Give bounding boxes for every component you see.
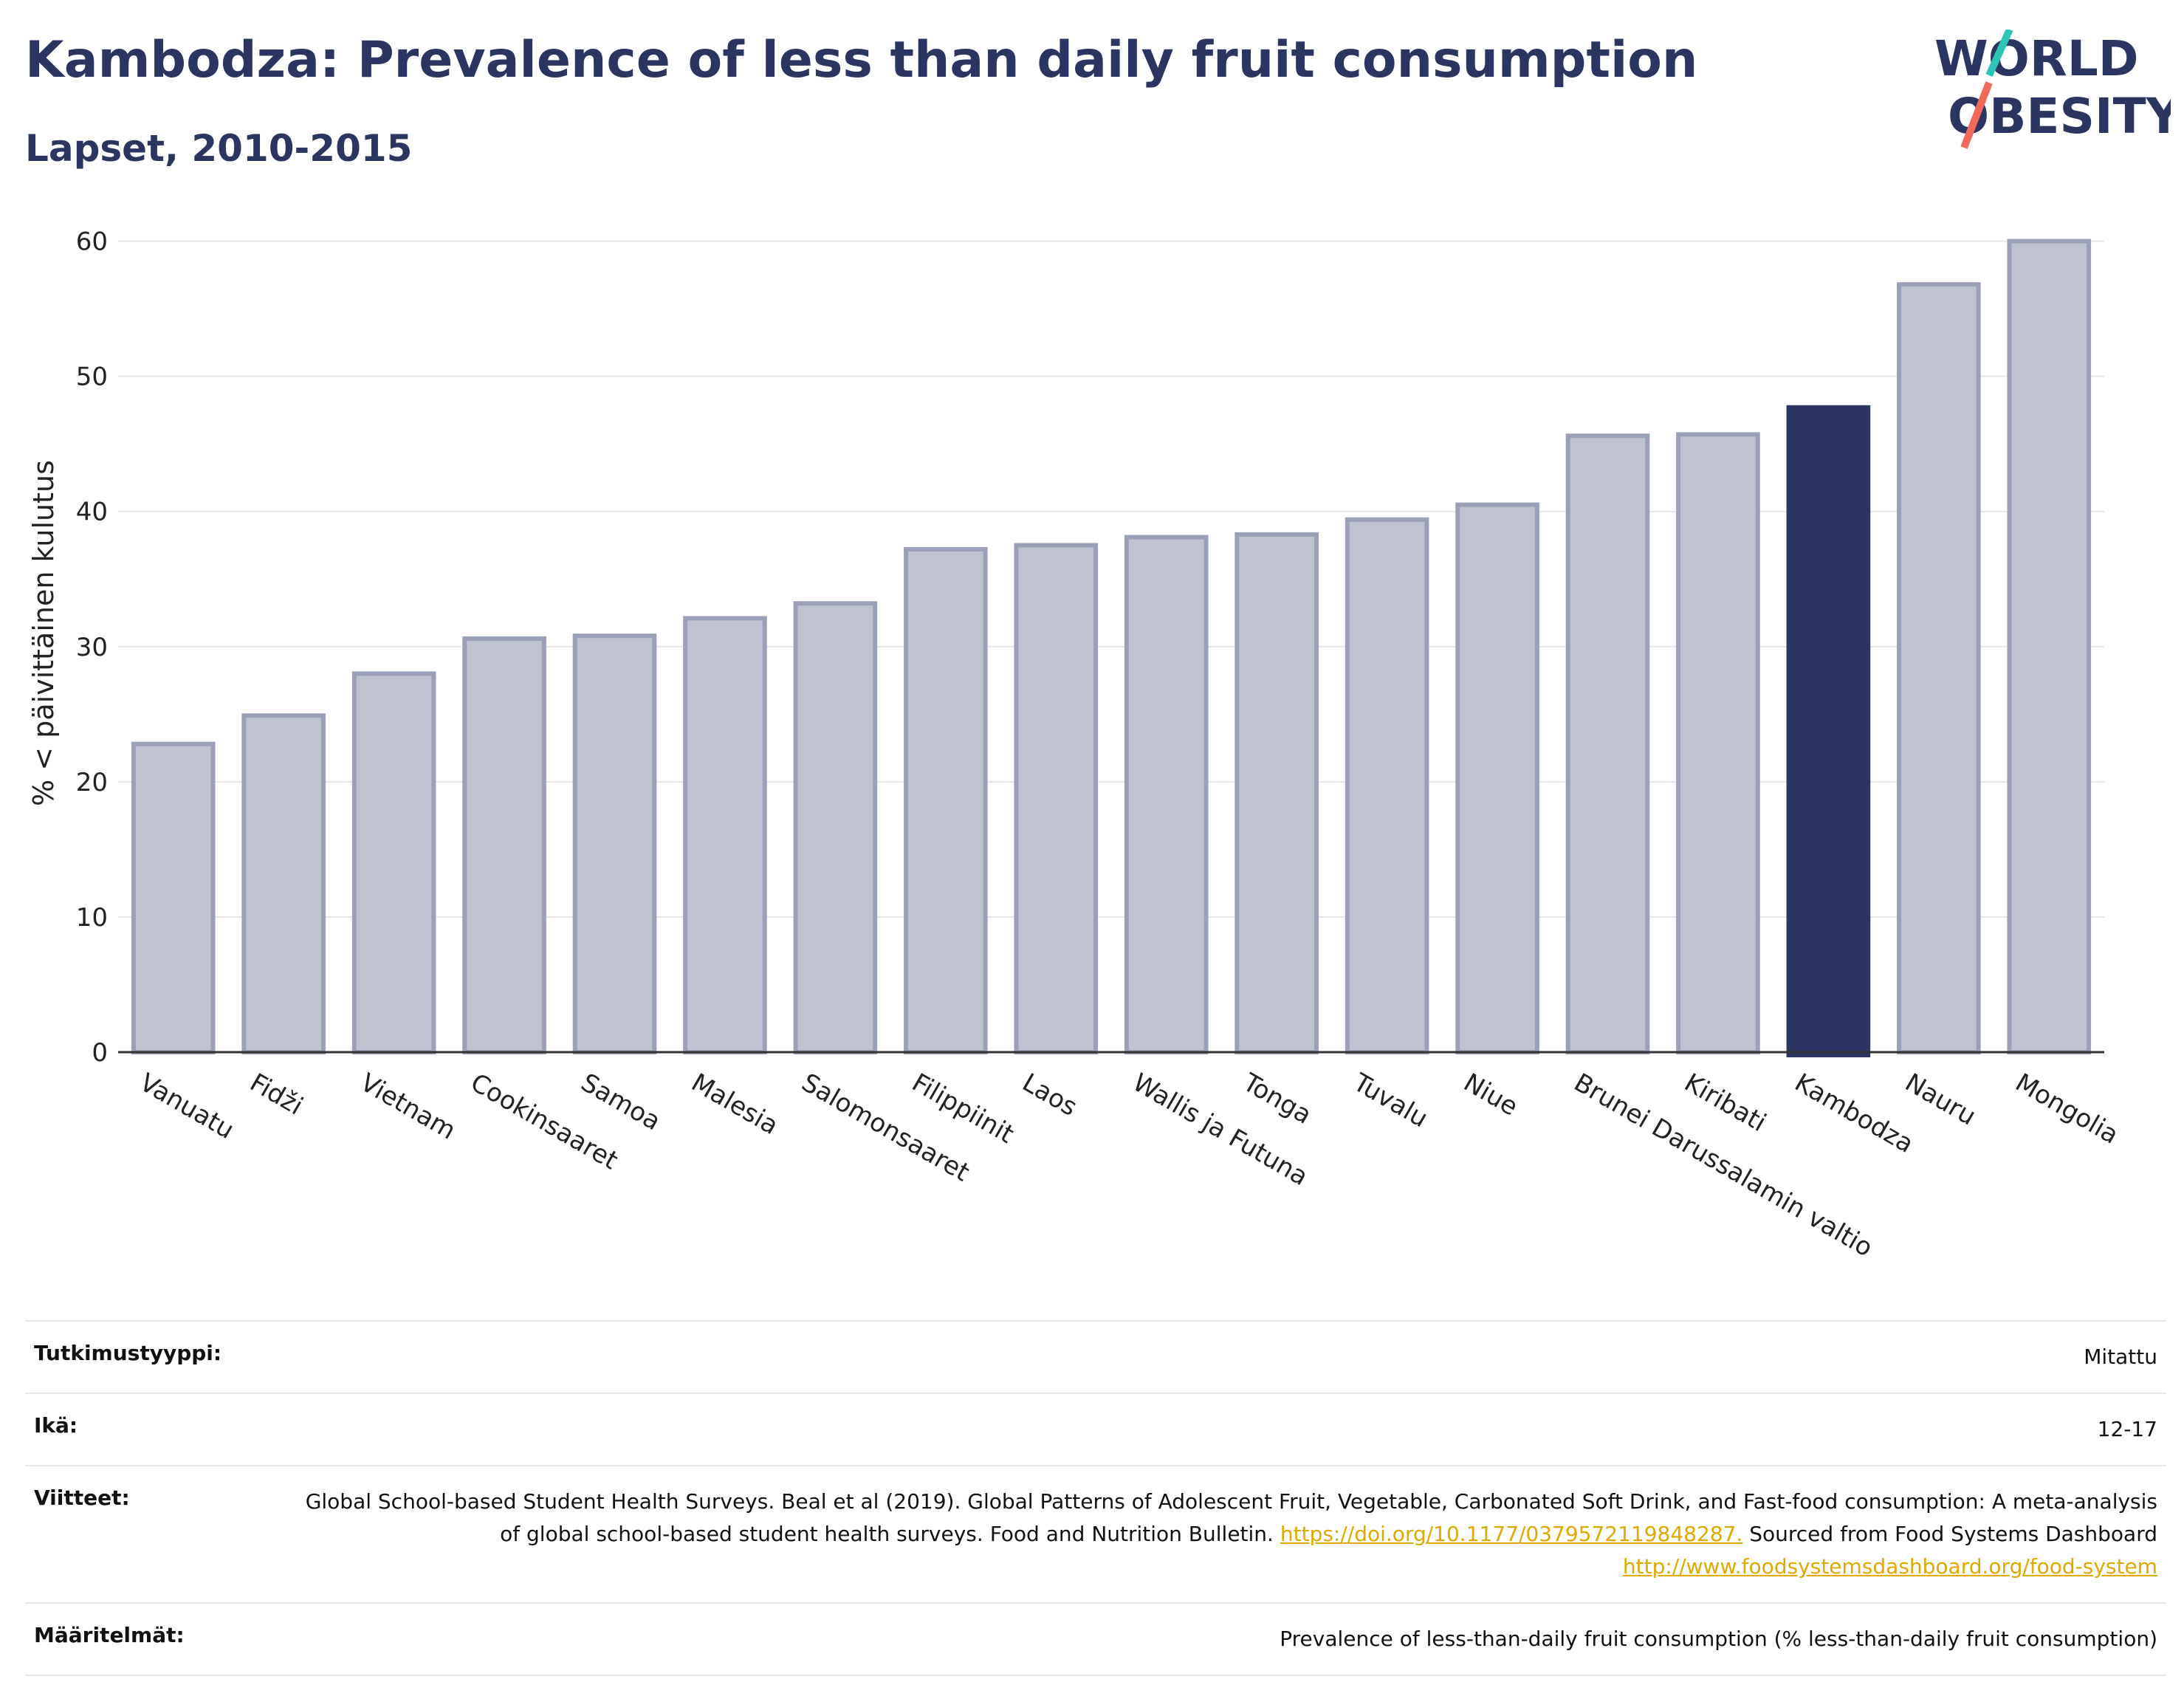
- meta-row-age: Ikä: 12-17: [25, 1393, 2166, 1466]
- meta-value: Mitattu: [279, 1320, 2166, 1393]
- x-tick-label: Mongolia: [2010, 1068, 2123, 1150]
- x-tick-label: Laos: [1017, 1068, 1082, 1122]
- x-tick-label: Kiribati: [1679, 1068, 1771, 1138]
- bar-laos: [1014, 543, 1099, 1054]
- reference-dashboard-link[interactable]: http://www.foodsystemsdashboard.org/food…: [1622, 1554, 2157, 1579]
- bars: [131, 238, 2092, 1057]
- bar-fidži: [241, 713, 326, 1055]
- bar-brunei-darussalamin-valtio: [1565, 433, 1650, 1054]
- meta-value: 12-17: [279, 1393, 2166, 1466]
- x-tick-label: Niue: [1459, 1068, 1523, 1122]
- bar-wallis-ja-futuna: [1124, 535, 1209, 1055]
- meta-row-definitions: Määritelmät: Prevalence of less-than-dai…: [25, 1602, 2166, 1676]
- meta-label: Tutkimustyyppi:: [25, 1320, 279, 1393]
- x-tick-label: Malesia: [686, 1068, 783, 1141]
- logo-line-world: WORLD: [1934, 30, 2139, 87]
- bar-niue: [1455, 502, 1539, 1055]
- bar-filippiinit: [904, 547, 988, 1054]
- meta-row-references: Viitteet: Global School-based Student He…: [25, 1465, 2166, 1603]
- reference-text: Global School-based Student Health Surve…: [305, 1489, 2157, 1546]
- bar-tuvalu: [1345, 517, 1429, 1054]
- reference-source-text: Sourced from Food Systems Dashboard: [1749, 1522, 2157, 1546]
- meta-references: Global School-based Student Health Surve…: [279, 1465, 2166, 1603]
- x-tick-label: Vietnam: [355, 1068, 461, 1146]
- chart-subtitle: Lapset, 2010-2015: [25, 127, 413, 170]
- bar-samoa: [572, 634, 657, 1054]
- x-tick-label: Kambodza: [1790, 1068, 1918, 1159]
- y-tick-label: 0: [92, 1038, 108, 1068]
- metadata-table: Tutkimustyyppi: Mitattu Ikä: 12-17 Viitt…: [25, 1320, 2166, 1676]
- y-tick-label: 20: [76, 768, 108, 797]
- world-obesity-logo: WORLD OBESITY: [1934, 30, 2171, 149]
- bar-salomonsaaret: [793, 601, 878, 1054]
- x-tick-label: Fidži: [245, 1068, 308, 1121]
- x-tick-label: Tuvalu: [1347, 1068, 1432, 1134]
- bar-tonga: [1234, 532, 1319, 1054]
- y-tick-label: 40: [76, 498, 108, 527]
- x-tick-label: Tonga: [1237, 1068, 1316, 1130]
- bar-nauru: [1897, 282, 1981, 1054]
- bar-vanuatu: [131, 741, 216, 1054]
- x-tick-label: Samoa: [576, 1068, 665, 1136]
- meta-label: Määritelmät:: [25, 1602, 279, 1676]
- meta-label: Ikä:: [25, 1393, 279, 1466]
- meta-value: Prevalence of less-than-daily fruit cons…: [279, 1602, 2166, 1676]
- bar-kiribati: [1676, 432, 1760, 1055]
- x-tick-label: Vanuatu: [134, 1068, 238, 1145]
- y-axis-label: % < päivittäinen kulutus: [27, 460, 60, 806]
- y-tick-label: 30: [76, 633, 108, 662]
- x-tick-label: Nauru: [1900, 1068, 1981, 1131]
- meta-row-study-type: Tutkimustyyppi: Mitattu: [25, 1320, 2166, 1393]
- bar-malesia: [683, 616, 767, 1054]
- bar-kambodza: [1786, 405, 1871, 1057]
- bar-vietnam: [351, 671, 436, 1054]
- y-axis-ticks: 0 10 20 30 40 50 60: [76, 227, 108, 1068]
- y-tick-label: 10: [76, 903, 108, 933]
- y-tick-label: 60: [76, 227, 108, 257]
- reference-doi-link[interactable]: https://doi.org/10.1177/0379572119848287…: [1280, 1522, 1743, 1546]
- logo-slash-top: [1985, 30, 2013, 78]
- meta-label: Viitteet:: [25, 1465, 279, 1603]
- chart-title: Kambodza: Prevalence of less than daily …: [25, 31, 1698, 89]
- bar-cookinsaaret: [462, 636, 546, 1054]
- bar-mongolia: [2007, 238, 2092, 1054]
- logo-slash-bottom: [1960, 81, 1993, 149]
- y-tick-label: 50: [76, 363, 108, 392]
